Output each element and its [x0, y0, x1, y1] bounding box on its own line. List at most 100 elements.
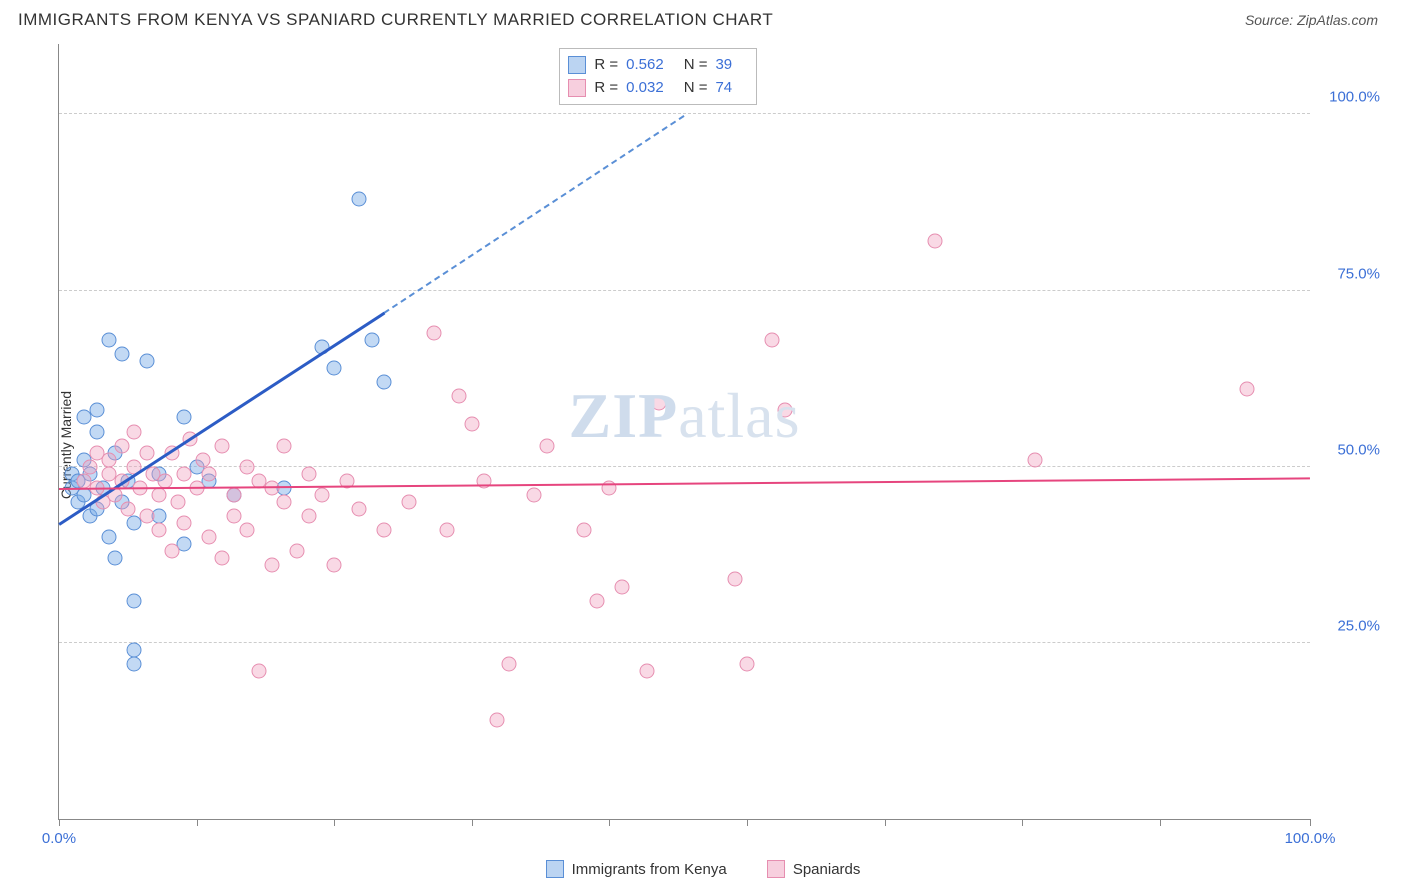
data-point-spaniards	[214, 438, 229, 453]
stats-row-kenya: R = 0.562 N = 39	[568, 54, 744, 77]
data-point-spaniards	[264, 558, 279, 573]
swatch-spaniards-icon	[568, 79, 586, 97]
data-point-kenya	[377, 375, 392, 390]
data-point-spaniards	[427, 325, 442, 340]
stats-row-spaniards: R = 0.032 N = 74	[568, 77, 744, 100]
data-point-spaniards	[102, 452, 117, 467]
gridline-h	[59, 113, 1310, 114]
chart-container: Currently Married ZIPatlas R = 0.562 N =…	[18, 44, 1386, 846]
data-point-spaniards	[452, 389, 467, 404]
y-tick-label: 25.0%	[1316, 617, 1380, 634]
data-point-spaniards	[502, 657, 517, 672]
swatch-kenya-icon	[568, 56, 586, 74]
data-point-kenya	[127, 593, 142, 608]
stats-legend: R = 0.562 N = 39 R = 0.032 N = 74	[559, 48, 757, 105]
data-point-kenya	[177, 410, 192, 425]
x-tick	[197, 819, 198, 826]
data-point-spaniards	[652, 396, 667, 411]
data-point-spaniards	[302, 509, 317, 524]
data-point-kenya	[352, 192, 367, 207]
data-point-kenya	[364, 332, 379, 347]
data-point-spaniards	[114, 438, 129, 453]
data-point-kenya	[127, 642, 142, 657]
n-label: N =	[684, 77, 708, 100]
y-tick-label: 100.0%	[1316, 89, 1380, 106]
data-point-spaniards	[177, 466, 192, 481]
x-tick	[1310, 819, 1311, 826]
data-point-kenya	[89, 424, 104, 439]
source-name: ZipAtlas.com	[1297, 12, 1378, 28]
r-label: R =	[594, 77, 618, 100]
data-point-spaniards	[195, 452, 210, 467]
data-point-spaniards	[464, 417, 479, 432]
data-point-spaniards	[227, 487, 242, 502]
data-point-spaniards	[352, 502, 367, 517]
x-tick	[747, 819, 748, 826]
n-label: N =	[684, 54, 708, 77]
r-value-kenya: 0.562	[626, 54, 664, 77]
data-point-spaniards	[327, 558, 342, 573]
data-point-spaniards	[164, 544, 179, 559]
data-point-spaniards	[139, 445, 154, 460]
data-point-kenya	[127, 657, 142, 672]
data-point-spaniards	[277, 438, 292, 453]
data-point-spaniards	[489, 713, 504, 728]
data-point-spaniards	[202, 466, 217, 481]
data-point-spaniards	[302, 466, 317, 481]
data-point-kenya	[89, 403, 104, 418]
data-point-spaniards	[589, 593, 604, 608]
data-point-kenya	[102, 530, 117, 545]
data-point-spaniards	[314, 487, 329, 502]
data-point-spaniards	[239, 459, 254, 474]
data-point-spaniards	[170, 494, 185, 509]
gridline-h	[59, 290, 1310, 291]
chart-title: IMMIGRANTS FROM KENYA VS SPANIARD CURREN…	[18, 10, 773, 30]
x-tick	[885, 819, 886, 826]
data-point-kenya	[108, 551, 123, 566]
x-tick	[59, 819, 60, 826]
watermark-bold: ZIP	[569, 380, 679, 451]
data-point-spaniards	[639, 664, 654, 679]
y-tick-label: 50.0%	[1316, 441, 1380, 458]
r-label: R =	[594, 54, 618, 77]
legend-item-spaniards: Spaniards	[767, 860, 861, 878]
trendline-spaniards	[59, 477, 1310, 490]
data-point-spaniards	[1027, 452, 1042, 467]
data-point-spaniards	[139, 509, 154, 524]
data-point-spaniards	[614, 579, 629, 594]
legend-label-kenya: Immigrants from Kenya	[572, 861, 727, 878]
data-point-spaniards	[727, 572, 742, 587]
swatch-spaniards-icon	[767, 860, 785, 878]
x-tick	[472, 819, 473, 826]
source-prefix: Source:	[1245, 12, 1297, 28]
data-point-spaniards	[1240, 382, 1255, 397]
x-tick-label: 100.0%	[1285, 830, 1336, 847]
x-tick	[1160, 819, 1161, 826]
gridline-h	[59, 642, 1310, 643]
legend-item-kenya: Immigrants from Kenya	[546, 860, 727, 878]
series-legend: Immigrants from Kenya Spaniards	[0, 860, 1406, 882]
data-point-spaniards	[202, 530, 217, 545]
x-tick	[334, 819, 335, 826]
data-point-spaniards	[539, 438, 554, 453]
data-point-spaniards	[927, 234, 942, 249]
data-point-spaniards	[239, 523, 254, 538]
data-point-spaniards	[277, 494, 292, 509]
data-point-spaniards	[765, 332, 780, 347]
data-point-kenya	[102, 332, 117, 347]
data-point-spaniards	[227, 509, 242, 524]
n-value-spaniards: 74	[715, 77, 732, 100]
data-point-spaniards	[527, 487, 542, 502]
data-point-spaniards	[83, 459, 98, 474]
x-tick	[609, 819, 610, 826]
data-point-spaniards	[577, 523, 592, 538]
data-point-spaniards	[740, 657, 755, 672]
watermark: ZIPatlas	[569, 379, 801, 453]
x-tick	[1022, 819, 1023, 826]
data-point-spaniards	[777, 403, 792, 418]
data-point-spaniards	[152, 523, 167, 538]
data-point-spaniards	[127, 424, 142, 439]
r-value-spaniards: 0.032	[626, 77, 664, 100]
source-attribution: Source: ZipAtlas.com	[1245, 12, 1378, 28]
data-point-spaniards	[289, 544, 304, 559]
